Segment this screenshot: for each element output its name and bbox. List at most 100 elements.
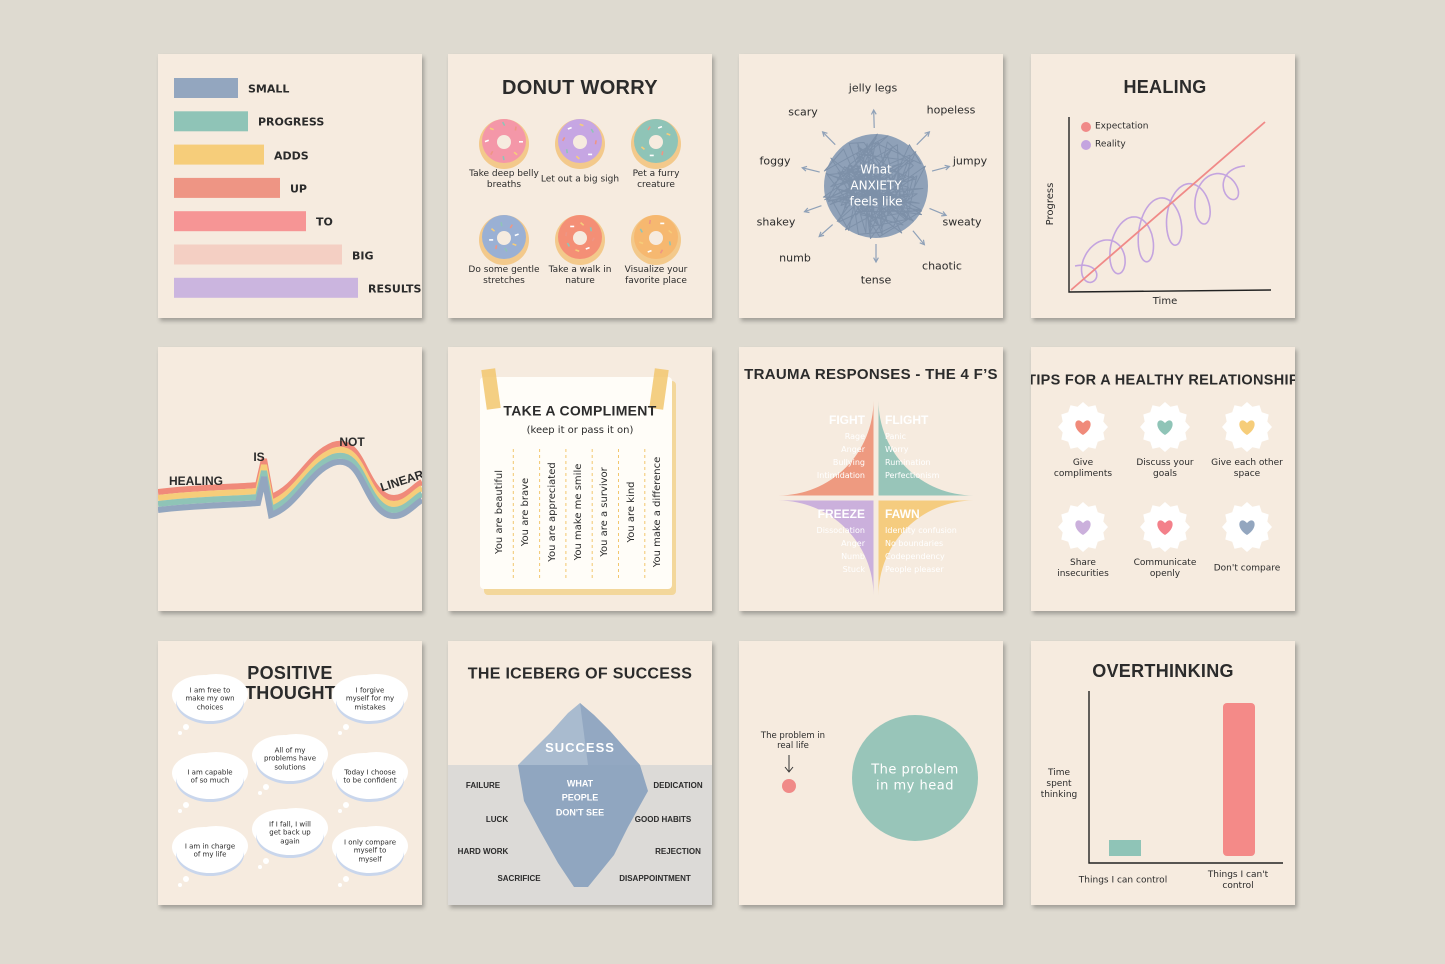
card: The problem in real life The problem in m… (739, 641, 1003, 905)
tip-label: Communicate openly (1133, 558, 1197, 579)
sprinkle (647, 249, 652, 253)
cloud (336, 677, 404, 721)
donut-hole (573, 231, 587, 245)
tip-label: Discuss your goals (1136, 458, 1194, 479)
quadrant-item: Bullying (832, 458, 865, 468)
feeling-word: numb (779, 251, 811, 265)
arrow-head (919, 239, 926, 246)
tape (649, 368, 669, 410)
feeling-word: jumpy (952, 154, 988, 168)
arrow (818, 224, 834, 237)
iceberg-top: SUCCESS (545, 740, 615, 756)
iceberg-tip-shade (580, 703, 640, 765)
scribble (822, 133, 926, 239)
arrow (929, 207, 947, 216)
heart (1157, 520, 1173, 535)
big-problem (852, 715, 978, 841)
cloud-tail (183, 876, 189, 882)
thought: I forgive myself for my mistakes (345, 686, 395, 712)
legend-label: Expectation (1095, 121, 1149, 132)
cloud (336, 755, 404, 799)
card: TRAUMA RESPONSES - THE 4 F’S FIGHT Rage Ang… (739, 347, 1003, 611)
card-art (174, 78, 358, 298)
cloud-tail (263, 858, 269, 864)
arrow-head (870, 108, 877, 115)
card: HEALING IS NOT LINEAR (158, 347, 422, 611)
axis-label: Progress (1045, 182, 1056, 226)
real-label: The problem in real life (760, 730, 826, 751)
card: SMALL PROGRESS ADDS UP TO BIG RESULTS (158, 54, 422, 318)
quadrant-title: FLIGHT (885, 412, 929, 427)
sprinkle (495, 245, 498, 250)
reality-line (1074, 165, 1246, 284)
quadrant (778, 500, 874, 596)
sprinkle (514, 126, 517, 131)
scribble-label: What ANXIETY feels like (849, 162, 903, 210)
cloud (256, 811, 324, 855)
heart (1075, 420, 1091, 435)
thought: I am capable of so much (187, 768, 233, 785)
rainbow-band (158, 452, 422, 514)
arrow (802, 167, 820, 173)
arrow (822, 131, 836, 146)
hidden-trait: HARD WORK (457, 847, 509, 857)
tip-label: Give each other space (1211, 458, 1283, 479)
quadrant-item: Intimidation (816, 471, 865, 481)
donut-hole (649, 231, 663, 245)
card-title: POSITIVE THOUGHTS (245, 663, 349, 703)
axes (1068, 117, 1272, 293)
sprinkle (501, 121, 506, 127)
axis-label: Time (1152, 296, 1178, 307)
sprinkle (575, 155, 580, 160)
compliment-strip: You are kind (625, 481, 637, 543)
compliment-strip: You make a difference (651, 456, 663, 568)
quadrant (878, 500, 974, 596)
donut-hole (573, 135, 587, 149)
heart (1157, 420, 1173, 435)
card-art (782, 715, 978, 841)
cloud-tail (178, 883, 182, 887)
quadrant (778, 400, 874, 496)
arrow-head (803, 207, 810, 214)
sprinkle (567, 126, 572, 130)
card: What ANXIETY feels like jelly legs hopeles… (739, 54, 1003, 318)
tip-label: Share insecurities (1057, 558, 1109, 579)
sprinkle (668, 241, 672, 246)
quadrant-title: FAWN (885, 506, 920, 521)
cloud-tail (343, 724, 349, 730)
iceberg-hidden: WHAT PEOPLE DON'T SEE (555, 778, 605, 818)
category-label: Things I can't control (1207, 870, 1269, 891)
head-label: The problem in my head (871, 762, 959, 793)
sprinkle (514, 233, 519, 237)
sprinkle (502, 155, 505, 161)
card-title: THE ICEBERG OF SUCCESS (467, 665, 693, 683)
arrow-head (821, 131, 828, 137)
bar (1223, 703, 1255, 856)
small-problem (782, 779, 796, 793)
thought: All of my problems have solutions (263, 746, 316, 772)
sprinkle (490, 228, 496, 232)
bar (1109, 840, 1141, 856)
legend-dot (1081, 140, 1091, 150)
card-title: TIPS FOR A HEALTHY RELATIONSHIP (1031, 372, 1295, 389)
bar-label: BIG (352, 248, 374, 262)
progress-bar (174, 111, 248, 132)
cloud (176, 755, 244, 799)
donut-hole (497, 231, 511, 245)
hidden-trait: DISAPPOINTMENT (619, 874, 691, 884)
cloud-tail (258, 791, 262, 795)
word: IS (253, 449, 265, 464)
compliment-strip: You are beautiful (494, 469, 505, 555)
sprinkle (484, 139, 490, 143)
donut-label: Pet a furry creature (632, 169, 680, 190)
legend-label: Reality (1095, 139, 1126, 150)
quadrant-item: Numb (841, 552, 865, 562)
card: TIPS FOR A HEALTHY RELATIONSHIP Give comp… (1031, 347, 1295, 611)
quadrant-item: Dissociation (816, 526, 865, 536)
sprinkle (594, 140, 597, 145)
sprinkle (640, 134, 644, 139)
sprinkle (489, 239, 494, 241)
thought: I only compare myself to myself (343, 838, 397, 864)
feeling-word: foggy (759, 154, 791, 168)
